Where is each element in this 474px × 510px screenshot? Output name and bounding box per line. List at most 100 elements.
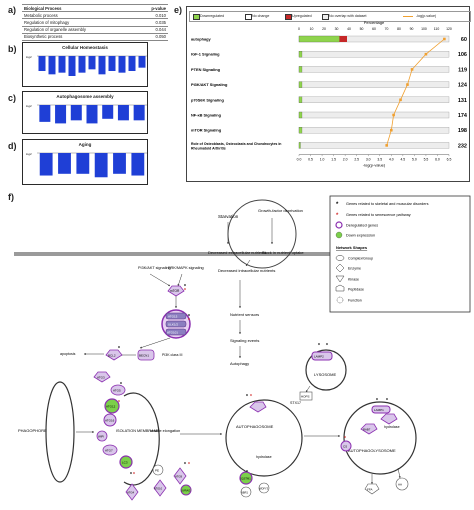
node-cs: CS bbox=[340, 440, 352, 452]
mini-chart-ylabel: log2 bbox=[26, 55, 32, 59]
autophagosome-circle bbox=[225, 399, 303, 477]
label-autophagosome: AUTOPHAGOSOME bbox=[236, 424, 274, 429]
mini-bar bbox=[48, 56, 56, 75]
mini-bar bbox=[131, 153, 145, 176]
node-mtor-label: mTOR bbox=[170, 289, 180, 293]
svg-text:*: * bbox=[188, 462, 190, 468]
node-cs-label: CS bbox=[343, 445, 347, 449]
node-lamp1-label: LAMP1 bbox=[374, 408, 384, 412]
bar-downregulated bbox=[298, 127, 303, 134]
label-hydrolase-1: hydrolase bbox=[256, 455, 272, 459]
mini-bar bbox=[128, 56, 136, 71]
node-wdfy3: WDFY3 bbox=[258, 482, 270, 494]
mini-chart-ylabel: log2 bbox=[26, 104, 32, 108]
label-starvation: Starvation bbox=[218, 214, 239, 219]
mini-bar bbox=[118, 56, 126, 73]
panel-d-label: d) bbox=[8, 141, 17, 151]
legend-shape-kinase: Kinase bbox=[348, 278, 359, 282]
node-atg9-label: ATG9 bbox=[175, 475, 183, 479]
node-atg5: ATG5 bbox=[110, 384, 126, 396]
mini-bar bbox=[138, 56, 146, 68]
bar-downregulated bbox=[298, 66, 303, 73]
node-wipi-label: WIPI bbox=[98, 435, 104, 439]
membrane-band bbox=[14, 252, 364, 256]
bar-downregulated bbox=[298, 142, 301, 149]
top-axis-title: Percentage bbox=[364, 21, 385, 25]
node-pe-label: PE bbox=[155, 469, 159, 473]
mini-bar bbox=[39, 105, 51, 122]
legend-deregulated: Deregulated genes bbox=[346, 224, 378, 228]
node-bcl2: BCL2 bbox=[105, 349, 123, 361]
bar-nooverlap bbox=[298, 96, 450, 103]
lysosome-circle bbox=[305, 349, 347, 391]
node-hops: HOPS bbox=[299, 391, 313, 401]
legend-shape-complex: Complex/Group bbox=[348, 257, 373, 261]
node-mtor: mTOR bbox=[167, 285, 185, 297]
mini-bar bbox=[70, 105, 82, 121]
table-cell-pvalue: 0.035 bbox=[135, 18, 168, 27]
legend-label-down: Downregulated bbox=[200, 14, 225, 18]
node-atg3: ATG3 bbox=[93, 371, 111, 383]
legend-swatch-nochange bbox=[245, 14, 252, 20]
node-hops-label: HOPS bbox=[301, 395, 310, 399]
label-lysosome: LYSOSOME bbox=[314, 372, 336, 377]
legend-label-pvalue: -log(p-value) bbox=[416, 14, 437, 18]
bar-total-label: 119 bbox=[458, 67, 467, 73]
node-lamp2-label: LAMP2 bbox=[314, 355, 324, 359]
pvalue-point bbox=[424, 52, 428, 56]
top-axis-tick: 0 bbox=[298, 27, 300, 31]
category-label: mTOR Signaling bbox=[191, 128, 222, 133]
node-atg101-label: ATG101 bbox=[167, 331, 178, 335]
svg-text:*: * bbox=[188, 318, 190, 324]
legend-shapes-title: Network Shapes bbox=[336, 245, 368, 250]
bar-downregulated bbox=[298, 35, 340, 43]
node-atg16-label: ATG16 bbox=[105, 419, 115, 423]
mini-chart-plot bbox=[37, 104, 147, 124]
mini-bar bbox=[39, 153, 53, 176]
category-label: Role of Osteoblasts, Osteoclasts and Cho… bbox=[191, 142, 281, 151]
legend-down-expression: Down expression bbox=[346, 234, 375, 238]
node-nbr1: NBR1 bbox=[240, 486, 252, 498]
bar-downregulated bbox=[298, 81, 303, 88]
node-aa: AA bbox=[395, 477, 409, 491]
label-phagophore: PHAGOPHORE bbox=[18, 428, 47, 433]
node-becn1-label: BECN1 bbox=[139, 354, 149, 358]
node-ffa-label: FFA bbox=[367, 488, 373, 492]
edge bbox=[305, 385, 311, 393]
node-ulk-complex: ATG13 ULK1/2 ATG101 bbox=[161, 309, 191, 339]
category-label: PI3K/AKT Signaling bbox=[191, 82, 228, 87]
table-header-row: Biological Process p-value bbox=[22, 3, 168, 13]
mini-chart-plot bbox=[37, 55, 147, 76]
pvalue-point bbox=[385, 144, 388, 147]
pathway-bar-chart: Percentage 0 10 20 30 40 50 60 70 80 90 100 110 120 0.… bbox=[191, 21, 468, 168]
edge bbox=[149, 273, 171, 287]
label-erk: ERK/MAPK signaling bbox=[168, 266, 204, 270]
top-axis-tick: 40 bbox=[347, 27, 351, 31]
svg-text:*: * bbox=[246, 470, 248, 476]
biological-process-table: Biological Process p-value Metabolic pro… bbox=[22, 3, 168, 41]
autophagosome-assembly-chart: Autophagosome assembly log2 bbox=[22, 91, 148, 134]
node-rab7: RAB7 bbox=[360, 423, 378, 435]
svg-text:*: * bbox=[130, 472, 132, 478]
table-cell-process: Regulation of mitophagy bbox=[22, 18, 136, 27]
bar-total-label: 106 bbox=[458, 52, 467, 58]
legend-label-up: Upregulated bbox=[292, 14, 312, 18]
top-axis-tick: 30 bbox=[335, 27, 339, 31]
isolation-membrane bbox=[123, 392, 160, 486]
label-decreased-extracellular: Decreased extracellular nutrients bbox=[208, 250, 266, 255]
node-wipi: WIPI bbox=[96, 430, 108, 442]
label-pi3k: PI3K/AKT signaling bbox=[138, 266, 171, 270]
bottom-axis-tick: 6.0 bbox=[435, 158, 440, 162]
node-uvrag: UVRAG bbox=[180, 484, 192, 496]
bar-downregulated bbox=[298, 111, 303, 119]
bar-nooverlap bbox=[298, 111, 450, 119]
bar-total-label: 232 bbox=[458, 143, 467, 149]
mini-bar bbox=[113, 153, 126, 174]
svg-text:*: * bbox=[386, 398, 388, 404]
pvalue-point bbox=[406, 83, 409, 86]
top-axis-tick: 80 bbox=[397, 27, 401, 31]
node-pe: PE bbox=[152, 464, 164, 476]
bottom-axis-tick: 4.0 bbox=[389, 158, 394, 162]
table-cell-pvalue: 0.010 bbox=[135, 11, 168, 20]
top-axis-tick: 120 bbox=[446, 27, 452, 31]
